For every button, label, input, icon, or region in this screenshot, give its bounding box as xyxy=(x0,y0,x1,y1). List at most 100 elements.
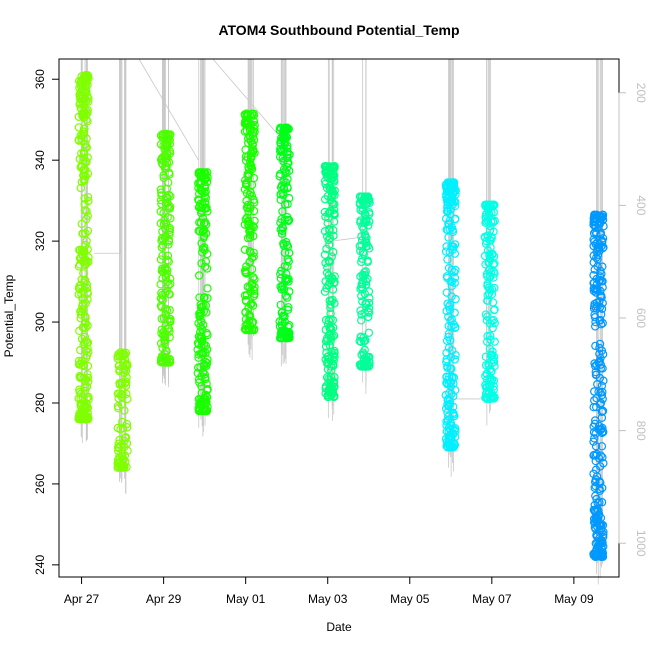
data-point xyxy=(279,326,289,335)
data-point xyxy=(284,257,293,266)
data-point xyxy=(193,338,203,348)
data-point xyxy=(199,231,209,241)
x-tick-label: May 01 xyxy=(226,592,266,606)
data-point xyxy=(120,433,130,443)
data-point xyxy=(194,375,204,384)
data-point xyxy=(76,310,86,319)
data-point xyxy=(243,216,253,226)
data-point xyxy=(195,328,205,337)
data-point xyxy=(200,182,210,192)
data-point xyxy=(321,179,330,189)
data-point xyxy=(244,207,253,216)
data-point xyxy=(327,347,336,356)
data-point xyxy=(120,350,130,360)
data-point xyxy=(279,157,288,166)
secondary-y-axis: 200 400 600 800 1000 xyxy=(618,83,648,557)
data-point xyxy=(446,316,455,325)
data-point xyxy=(240,185,250,194)
data-point xyxy=(77,356,86,366)
data-point xyxy=(589,235,598,244)
data-point xyxy=(79,156,88,165)
data-point xyxy=(77,302,87,311)
data-point xyxy=(362,355,371,364)
data-point xyxy=(596,360,605,369)
data-point xyxy=(325,224,334,234)
data-point xyxy=(447,389,456,398)
data-point xyxy=(482,316,492,325)
data-point xyxy=(284,166,294,175)
data-point xyxy=(164,240,173,249)
data-point xyxy=(597,213,606,223)
data-point xyxy=(113,354,122,363)
data-point xyxy=(489,376,499,385)
data-point xyxy=(200,293,209,302)
data-point xyxy=(163,255,172,265)
data-point xyxy=(451,265,460,275)
data-point xyxy=(166,279,175,289)
data-point xyxy=(330,186,339,195)
data-point xyxy=(592,298,602,307)
data-point xyxy=(356,306,365,315)
data-point xyxy=(597,407,607,417)
data-point xyxy=(446,352,456,362)
data-point xyxy=(591,416,600,425)
data-point xyxy=(444,372,454,381)
data-point xyxy=(83,361,93,371)
data-point xyxy=(240,127,250,136)
data-point xyxy=(597,304,607,313)
data-point xyxy=(193,363,203,372)
data-point xyxy=(82,280,92,289)
data-point xyxy=(201,168,210,178)
y-tick-label: 320 xyxy=(33,231,47,251)
data-point xyxy=(164,257,173,266)
data-point xyxy=(444,302,454,311)
data-point xyxy=(320,250,330,259)
data-point xyxy=(357,316,366,325)
data-point xyxy=(597,527,606,536)
data-point xyxy=(329,279,339,288)
data-point xyxy=(591,370,601,380)
y2-tick-label: 200 xyxy=(634,83,648,103)
data-point xyxy=(161,304,170,313)
data-point xyxy=(163,251,173,260)
data-point xyxy=(442,348,451,358)
data-point xyxy=(83,71,92,81)
data-point xyxy=(598,548,607,557)
data-point xyxy=(158,251,167,260)
data-point xyxy=(164,235,174,245)
data-point xyxy=(74,136,84,145)
data-point xyxy=(248,132,258,141)
data-point xyxy=(598,243,607,253)
data-point xyxy=(162,269,171,278)
data-point xyxy=(198,368,208,377)
data-point xyxy=(591,304,601,313)
data-point xyxy=(481,380,490,389)
data-point xyxy=(363,197,373,207)
data-point xyxy=(119,348,128,358)
data-point xyxy=(589,251,598,260)
data-point xyxy=(323,218,332,228)
data-point xyxy=(487,208,496,218)
data-point xyxy=(164,324,174,334)
data-point xyxy=(195,309,204,318)
data-point xyxy=(282,124,291,133)
data-point xyxy=(284,193,294,203)
data-point xyxy=(196,169,206,178)
data-point xyxy=(482,209,491,219)
data-point xyxy=(442,288,452,297)
data-point xyxy=(444,233,453,242)
data-point xyxy=(241,308,250,317)
data-point xyxy=(203,384,212,394)
data-point xyxy=(83,105,92,115)
data-point xyxy=(444,190,453,199)
data-point xyxy=(451,350,460,360)
data-point xyxy=(483,281,492,290)
data-point xyxy=(482,236,491,246)
data-point xyxy=(160,233,169,242)
data-point xyxy=(589,210,599,220)
data-point xyxy=(76,76,86,86)
data-point xyxy=(283,242,293,251)
data-point xyxy=(240,110,249,119)
data-point xyxy=(202,405,211,415)
data-point xyxy=(77,162,87,171)
